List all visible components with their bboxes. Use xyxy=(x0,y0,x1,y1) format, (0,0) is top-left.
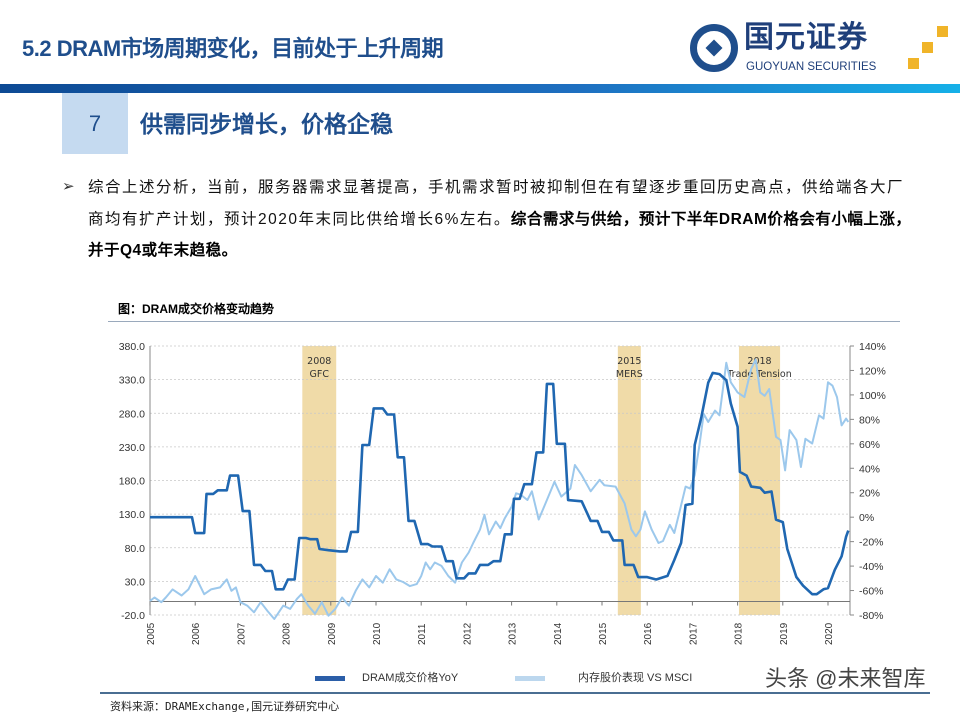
legend-label-dram: DRAM成交价格YoY xyxy=(362,672,459,684)
y-left-tick-label: 80.0 xyxy=(125,543,146,555)
x-tick-label: 2018 xyxy=(734,622,745,645)
y-left-tick-label: -20.0 xyxy=(121,610,145,622)
x-tick-label: 2019 xyxy=(779,622,790,645)
y-right-tick-label: -60% xyxy=(859,586,884,598)
page-title: 5.2 DRAM市场周期变化，目前处于上升周期 xyxy=(22,36,444,61)
y-left-tick-label: 130.0 xyxy=(119,509,145,521)
legend-swatch-stock xyxy=(515,676,545,681)
x-tick-label: 2012 xyxy=(462,622,473,645)
y-left-tick-label: 380.0 xyxy=(119,341,145,353)
figure-caption: 图：DRAM成交价格变动趋势 xyxy=(118,302,274,316)
y-left-tick-label: 330.0 xyxy=(119,375,145,387)
shaded-period-label: 2018 xyxy=(747,356,771,367)
shaded-period-label: MERS xyxy=(616,369,643,380)
x-tick-label: 2020 xyxy=(824,622,835,645)
body-text-bold: 综合需求与供给，预计下半年DRAM价格会有小幅上涨，并于Q4或年末趋稳。 xyxy=(88,210,912,260)
y-left-tick-label: 230.0 xyxy=(119,442,145,454)
company-logo: 国元证券 GUOYUAN SECURITIES xyxy=(690,20,950,80)
header-divider xyxy=(0,84,960,93)
arrow-bullet-icon: ➢ xyxy=(62,178,75,195)
y-left-tick-label: 280.0 xyxy=(119,408,145,420)
y-right-tick-label: 0% xyxy=(859,512,874,524)
y-right-tick-label: 140% xyxy=(859,341,886,353)
y-right-tick-label: 40% xyxy=(859,463,880,475)
logo-square-icon xyxy=(937,26,948,37)
x-tick-label: 2009 xyxy=(327,622,338,645)
x-tick-label: 2014 xyxy=(553,622,564,645)
x-tick-label: 2016 xyxy=(643,622,654,645)
y-right-tick-label: -80% xyxy=(859,610,884,622)
y-right-tick-label: 100% xyxy=(859,390,886,402)
shaded-period-label: 2008 xyxy=(307,356,331,367)
y-right-tick-label: -20% xyxy=(859,537,884,549)
x-tick-label: 2011 xyxy=(417,623,428,645)
x-tick-label: 2015 xyxy=(598,622,609,645)
logo-emblem-icon xyxy=(690,24,738,72)
y-right-tick-label: -40% xyxy=(859,561,884,573)
logo-square-icon xyxy=(908,58,919,69)
watermark: 头条 @未来智库 xyxy=(765,666,926,691)
x-tick-label: 2008 xyxy=(282,622,293,645)
footer-divider xyxy=(100,692,930,694)
x-tick-label: 2010 xyxy=(372,622,383,645)
x-tick-label: 2013 xyxy=(508,622,519,645)
y-right-tick-label: 60% xyxy=(859,439,880,451)
source-note: 资料来源：DRAMExchange,国元证券研究中心 xyxy=(110,700,340,713)
shaded-period-label: GFC xyxy=(310,369,330,380)
y-left-tick-label: 30.0 xyxy=(125,576,146,588)
dram-price-yoy-line xyxy=(150,371,850,596)
x-tick-label: 2005 xyxy=(146,622,157,645)
section-heading: 供需同步增长，价格企稳 xyxy=(140,111,393,137)
logo-name-en: GUOYUAN SECURITIES xyxy=(746,61,877,73)
body-paragraph: 综合上述分析，当前，服务器需求显著提高，手机需求暂时被抑制但在有望逐步重回历史高… xyxy=(88,172,918,267)
x-tick-label: 2006 xyxy=(191,622,202,645)
section-number: 7 xyxy=(62,93,128,154)
y-left-tick-label: 180.0 xyxy=(119,476,145,488)
logo-name-cn: 国元证券 xyxy=(744,21,868,54)
logo-square-icon xyxy=(922,42,933,53)
legend-swatch-dram xyxy=(315,676,345,681)
y-right-tick-label: 80% xyxy=(859,414,880,426)
x-tick-label: 2007 xyxy=(236,622,247,645)
memory-stock-vs-msci-line xyxy=(149,358,850,620)
shaded-period-label: Trade Tension xyxy=(726,369,792,380)
x-tick-label: 2017 xyxy=(688,622,699,645)
caption-divider xyxy=(108,321,900,322)
y-right-tick-label: 120% xyxy=(859,365,886,377)
body-text-normal: 综合上述分析，当前，服务器需求显著提高，手机需求暂时被抑制但在有望逐步重回历史高… xyxy=(88,179,905,228)
legend-label-stock: 内存股价表现 VS MSCI xyxy=(578,672,693,684)
y-right-tick-label: 20% xyxy=(859,488,880,500)
shaded-period-label: 2015 xyxy=(617,356,641,367)
